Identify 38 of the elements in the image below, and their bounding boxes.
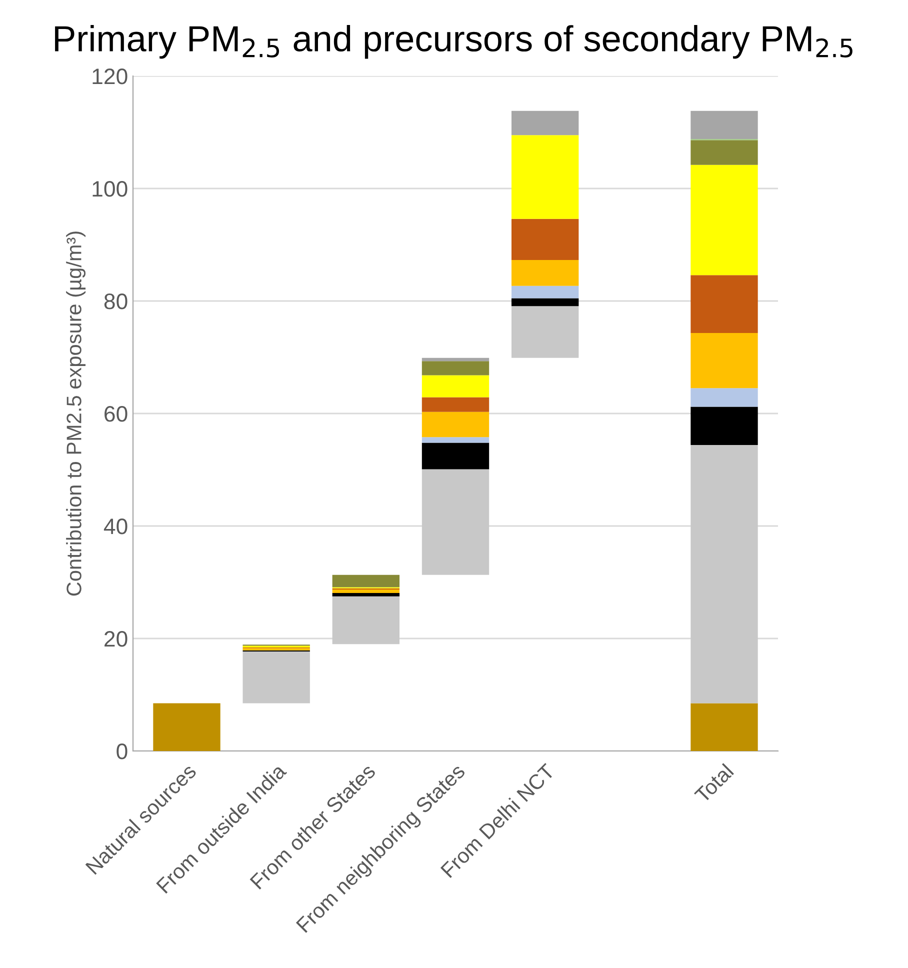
bar — [332, 596, 400, 644]
y-axis-title: Contribution to PM2.5 exposure (µg/m³) — [66, 232, 86, 596]
bar — [422, 375, 490, 398]
bar — [332, 592, 400, 596]
bar — [332, 574, 400, 588]
bar — [690, 703, 758, 751]
bar — [153, 703, 220, 751]
bar — [511, 218, 579, 260]
bar — [422, 469, 490, 575]
bar — [422, 397, 490, 412]
bar — [511, 298, 579, 306]
bar — [422, 437, 490, 443]
y-tick-label: 120 — [92, 68, 128, 84]
bar — [511, 286, 579, 298]
bar — [511, 135, 579, 219]
bar — [690, 406, 758, 445]
y-tick-label: 20 — [104, 631, 128, 647]
bar — [690, 164, 758, 276]
bar — [332, 590, 400, 593]
y-tick-label: 0 — [116, 744, 128, 760]
bar — [511, 110, 579, 136]
bar — [690, 140, 758, 165]
y-tick-label: 80 — [104, 294, 128, 310]
bar — [511, 260, 579, 286]
y-tick-label: 100 — [92, 181, 128, 197]
bar — [422, 361, 490, 376]
chart-title: Primary PM$_{2.5}$ and precursors of secondary PM$_{2.5}$ — [55, 25, 852, 59]
bar — [242, 651, 310, 704]
bar — [422, 442, 490, 470]
y-tick-label: 60 — [104, 406, 128, 422]
y-tick-label: 40 — [104, 518, 128, 534]
bar — [690, 445, 758, 704]
bar — [422, 412, 490, 438]
bar — [690, 110, 758, 139]
bar — [511, 306, 579, 358]
bar — [690, 388, 758, 407]
bar — [690, 275, 758, 334]
bar — [690, 333, 758, 388]
